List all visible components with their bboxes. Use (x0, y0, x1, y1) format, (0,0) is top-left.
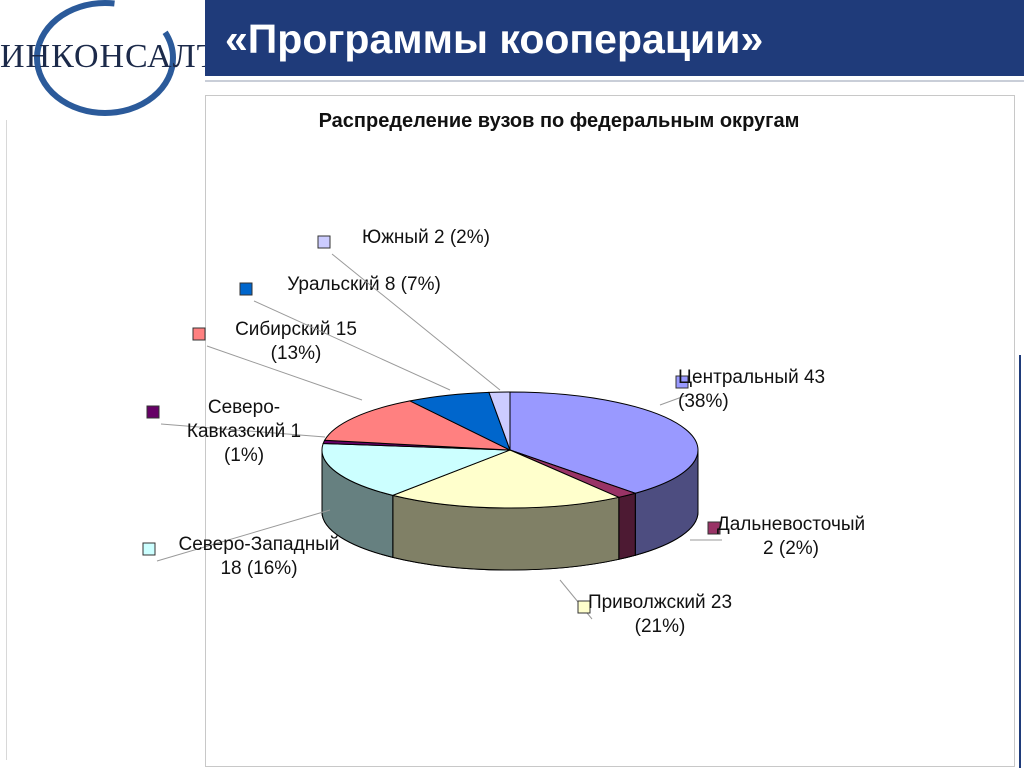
leader-line-5 (206, 345, 363, 401)
left-divider (6, 120, 7, 760)
data-label-1-0: Дальневосточый (717, 514, 865, 535)
data-label-2-0: Приволжский 23 (588, 592, 732, 613)
pie-slice-2 (391, 449, 621, 509)
pie-slice-5 (323, 400, 511, 451)
data-label-1-1: 2 (2%) (763, 538, 819, 559)
data-label-6-0: Уральский 8 (7%) (287, 274, 441, 295)
pie-slice-3 (321, 442, 511, 496)
data-label-4-0: Северо- (208, 397, 280, 418)
pie-side-walls (321, 449, 699, 571)
legend-swatch-3 (142, 542, 156, 556)
data-label-0-1: (38%) (678, 391, 729, 412)
header-bar (205, 0, 1024, 76)
data-label-5-1: (13%) (271, 343, 322, 364)
legend-swatch-2 (577, 600, 591, 614)
data-label-3-0: Северо-Западный (179, 534, 340, 555)
leader-line-6 (253, 300, 451, 391)
legend-swatch-6 (239, 282, 253, 296)
data-label-4-2: (1%) (224, 445, 264, 466)
legend-swatch-0 (675, 375, 689, 389)
leader-line-3 (156, 509, 331, 562)
data-label-2-1: (21%) (635, 616, 686, 637)
logo: ИНКОНСАЛТ К (0, 0, 205, 122)
pie-top-faces (321, 391, 699, 509)
pie-side-1 (618, 492, 636, 560)
chart-title: Распределение вузов по федеральным округ… (318, 110, 800, 132)
logo-ring-icon (34, 0, 176, 116)
legend-swatch-5 (192, 327, 206, 341)
data-label-4-1: Кавказский 1 (187, 421, 301, 442)
data-label-0-0: Центральный 43 (678, 367, 825, 388)
leader-line-7 (331, 253, 501, 391)
pie-slice-0 (509, 391, 699, 494)
right-accent-line (1019, 355, 1021, 768)
data-label-3-1: 18 (16%) (220, 558, 297, 579)
pie-slice-7 (488, 391, 511, 451)
legend-swatch-1 (707, 521, 721, 535)
logo-text: ИНКОНСАЛТ К (0, 38, 205, 75)
leader-line-0 (659, 393, 691, 406)
page-title: «Программы кооперации» (225, 16, 764, 62)
legend-swatch-7 (317, 235, 331, 249)
header-underline (205, 76, 1024, 82)
pie-labels: Центральный 43 (38%) Дальневосточый 2 (2%) П… (142, 227, 865, 637)
leader-line-4 (160, 423, 326, 438)
legend-swatch-4 (146, 405, 160, 419)
data-label-5-0: Сибирский 15 (235, 319, 357, 340)
data-label-7-0: Южный 2 (2%) (362, 227, 490, 248)
